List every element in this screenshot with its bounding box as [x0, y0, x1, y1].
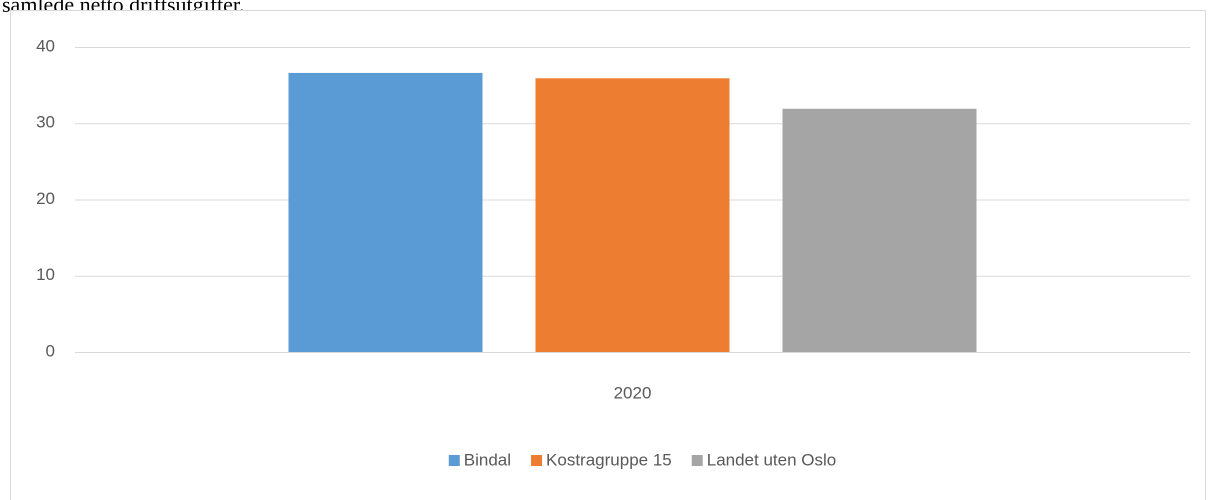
- bar: [782, 108, 977, 352]
- y-tick-label: 10: [36, 265, 55, 284]
- x-tick-label: 2020: [614, 383, 652, 402]
- y-tick-label: 30: [36, 113, 55, 132]
- legend-swatch: [531, 455, 543, 466]
- legend-label: Kostragruppe 15: [546, 450, 672, 469]
- y-tick-label: 40: [36, 36, 55, 55]
- legend-label: Landet uten Oslo: [707, 450, 836, 469]
- y-tick-label: 20: [36, 189, 55, 208]
- y-tick-label: 0: [46, 341, 55, 360]
- legend-swatch: [691, 455, 703, 466]
- legend-label: Bindal: [464, 450, 511, 469]
- bar: [535, 78, 730, 352]
- legend-swatch: [448, 455, 460, 466]
- bar: [288, 72, 483, 353]
